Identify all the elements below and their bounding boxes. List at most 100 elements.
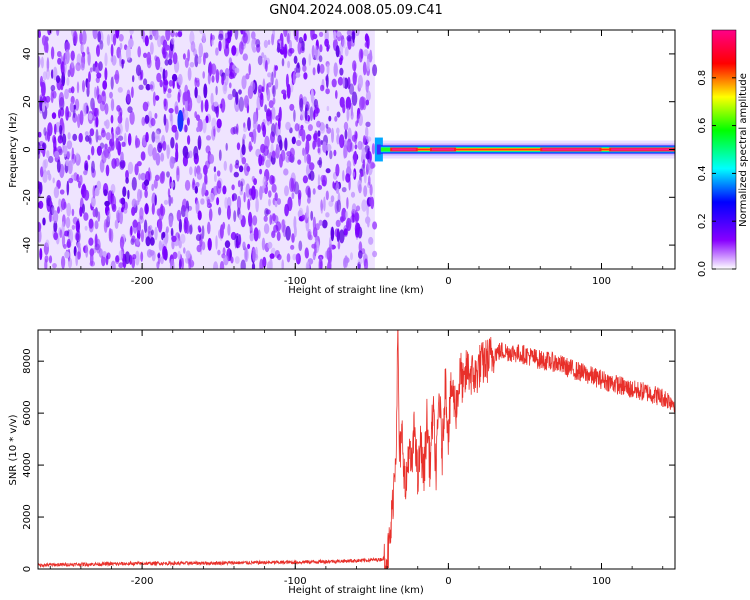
noise-speck — [243, 95, 249, 109]
noise-speck — [143, 179, 150, 186]
noise-speck — [364, 41, 369, 48]
noise-speck — [345, 96, 352, 111]
noise-speck — [222, 221, 226, 230]
noise-speck — [88, 237, 94, 246]
noise-speck — [119, 236, 125, 250]
noise-speck — [331, 127, 334, 143]
noise-speck — [172, 251, 178, 260]
noise-speck — [58, 109, 61, 119]
noise-speck — [103, 120, 108, 126]
noise-speck — [110, 98, 115, 112]
noise-speck — [372, 64, 378, 77]
noise-speck — [151, 131, 156, 143]
noise-speck — [162, 47, 167, 59]
noise-speck — [88, 218, 94, 229]
noise-speck — [281, 58, 285, 67]
noise-speck — [210, 92, 214, 106]
noise-speck — [102, 251, 107, 258]
noise-speck — [183, 91, 189, 102]
noise-speck — [272, 213, 276, 222]
noise-speck — [189, 61, 195, 68]
noise-speck — [289, 103, 295, 111]
noise-speck — [316, 120, 321, 128]
noise-speck — [214, 173, 217, 183]
noise-speck — [159, 79, 163, 88]
noise-speck — [209, 154, 215, 164]
noise-speck — [61, 255, 66, 269]
noise-speck — [55, 75, 61, 84]
noise-speck — [358, 48, 363, 63]
noise-speck — [105, 221, 109, 228]
noise-speck — [223, 160, 227, 171]
noise-speck — [154, 174, 160, 181]
noise-speck — [102, 80, 108, 90]
noise-speck — [320, 140, 324, 145]
noise-speck — [266, 261, 272, 269]
noise-speck — [154, 226, 158, 241]
noise-speck — [263, 215, 268, 222]
colorbar-tick-label: 0.6 — [697, 118, 708, 134]
noise-speck — [97, 211, 101, 222]
noise-speck — [358, 250, 363, 259]
noise-speck — [159, 66, 163, 73]
noise-speck — [59, 124, 63, 135]
noise-speck — [115, 30, 120, 39]
noise-speck — [70, 86, 75, 94]
noise-speck — [260, 92, 264, 101]
noise-speck — [89, 248, 95, 257]
noise-speck — [99, 100, 106, 112]
noise-speck — [63, 244, 67, 249]
noise-speck — [107, 210, 111, 223]
noise-speck — [140, 251, 144, 262]
noise-speck — [339, 134, 345, 149]
noise-speck — [300, 109, 305, 121]
noise-speck — [240, 181, 243, 192]
noise-speck — [363, 49, 369, 57]
noise-speck — [157, 142, 163, 153]
noise-speck — [83, 189, 90, 201]
noise-speck — [97, 135, 102, 141]
noise-speck — [267, 39, 271, 45]
snr-ylabel: SNR (10 * v/v) — [8, 414, 19, 485]
noise-speck — [257, 84, 263, 94]
noise-speck — [129, 111, 135, 125]
noise-speck — [324, 38, 329, 47]
noise-speck — [104, 200, 110, 207]
noise-speck — [247, 198, 251, 211]
noise-speck — [206, 135, 211, 141]
noise-speck — [259, 168, 263, 175]
noise-speck — [342, 170, 345, 182]
noise-speck — [257, 124, 261, 133]
noise-speck — [82, 203, 85, 214]
noise-speck — [143, 78, 148, 86]
noise-speck — [141, 116, 146, 126]
noise-speck — [346, 217, 352, 231]
noise-speck — [195, 199, 200, 215]
noise-speck — [360, 96, 365, 109]
noise-speck — [352, 71, 357, 86]
noise-speck — [328, 115, 332, 122]
noise-speck — [291, 136, 296, 145]
noise-speck — [352, 171, 355, 178]
noise-speck — [171, 73, 178, 82]
noise-speck — [310, 210, 314, 221]
noise-speck — [304, 149, 307, 164]
noise-speck — [177, 73, 183, 86]
noise-speck — [322, 219, 328, 229]
colorbar: 0.0 0.2 0.4 0.6 0.8 Normalized spectral ampl… — [697, 29, 749, 277]
noise-speck — [42, 169, 48, 183]
noise-speck — [300, 124, 304, 131]
noise-speck — [105, 254, 109, 266]
noise-speck — [335, 163, 340, 177]
noise-speck — [266, 88, 271, 102]
noise-speck — [241, 75, 247, 90]
noise-speck — [200, 198, 205, 205]
noise-speck — [191, 181, 196, 191]
noise-speck — [70, 50, 75, 61]
noise-speck — [234, 30, 239, 40]
noise-speck — [73, 104, 77, 110]
noise-speck — [325, 74, 329, 89]
noise-speck — [370, 196, 375, 210]
noise-speck — [201, 225, 205, 240]
noise-speck — [357, 140, 363, 150]
